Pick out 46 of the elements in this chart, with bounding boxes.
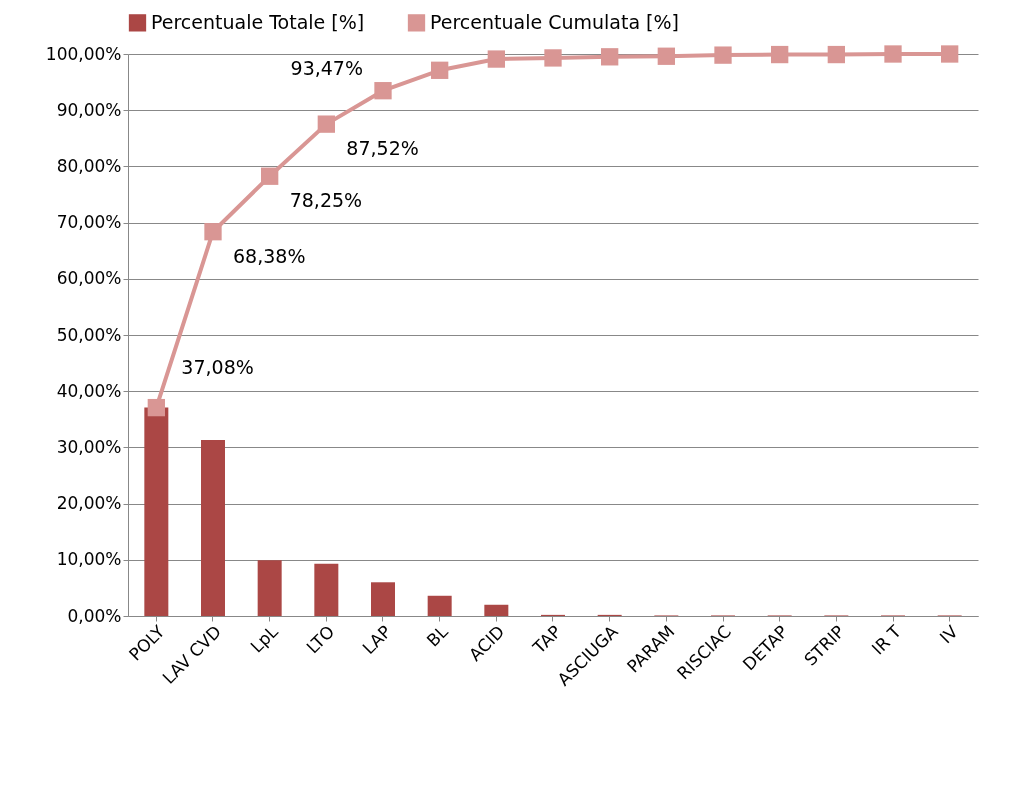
point — [261, 167, 279, 185]
y-tick-label: 70,00% — [56, 212, 122, 233]
data-label: 87,52% — [346, 137, 419, 160]
x-tick-label: IR T — [867, 620, 906, 659]
x-tick-label: LpL — [246, 621, 283, 657]
bar — [201, 440, 225, 616]
data-label: 68,38% — [233, 244, 306, 267]
x-tick-label: IV — [935, 621, 962, 648]
point — [374, 82, 392, 100]
y-tick-label: 40,00% — [56, 380, 122, 401]
data-label: 37,08% — [181, 355, 254, 378]
point — [714, 46, 732, 64]
y-tick-label: 60,00% — [56, 268, 122, 289]
point — [431, 61, 449, 79]
point — [657, 47, 675, 65]
point — [771, 45, 789, 64]
x-tick-label: LTO — [302, 621, 339, 658]
y-tick-label: 30,00% — [56, 436, 122, 457]
point — [544, 49, 562, 67]
x-tick-label: BL — [422, 621, 453, 651]
legend-label: Percentuale Cumulata [%] — [430, 10, 679, 33]
point — [147, 398, 165, 417]
point — [317, 115, 335, 133]
data-label: 78,25% — [289, 189, 363, 212]
bar — [257, 560, 282, 616]
bar — [314, 563, 339, 616]
data-label: 93,47% — [290, 56, 363, 79]
point — [941, 45, 959, 63]
y-tick-label: 80,00% — [56, 155, 122, 176]
point — [601, 48, 619, 66]
point — [487, 50, 505, 68]
x-tick-label: TAP — [528, 621, 566, 659]
y-tick-label: 100,00% — [45, 43, 122, 64]
point — [204, 223, 222, 241]
point — [884, 45, 902, 63]
bar — [371, 582, 395, 616]
y-tick-label: 20,00% — [56, 493, 122, 514]
point — [827, 45, 845, 64]
y-tick-label: 50,00% — [56, 324, 122, 345]
y-tick-label: 10,00% — [56, 549, 122, 570]
y-tick-label: 90,00% — [56, 99, 122, 120]
y-tick-label: 0,00% — [67, 605, 122, 626]
legend-label: Percentuale Totale [%] — [151, 10, 365, 33]
bar — [484, 604, 509, 616]
bar — [427, 595, 452, 616]
bar — [144, 407, 169, 616]
